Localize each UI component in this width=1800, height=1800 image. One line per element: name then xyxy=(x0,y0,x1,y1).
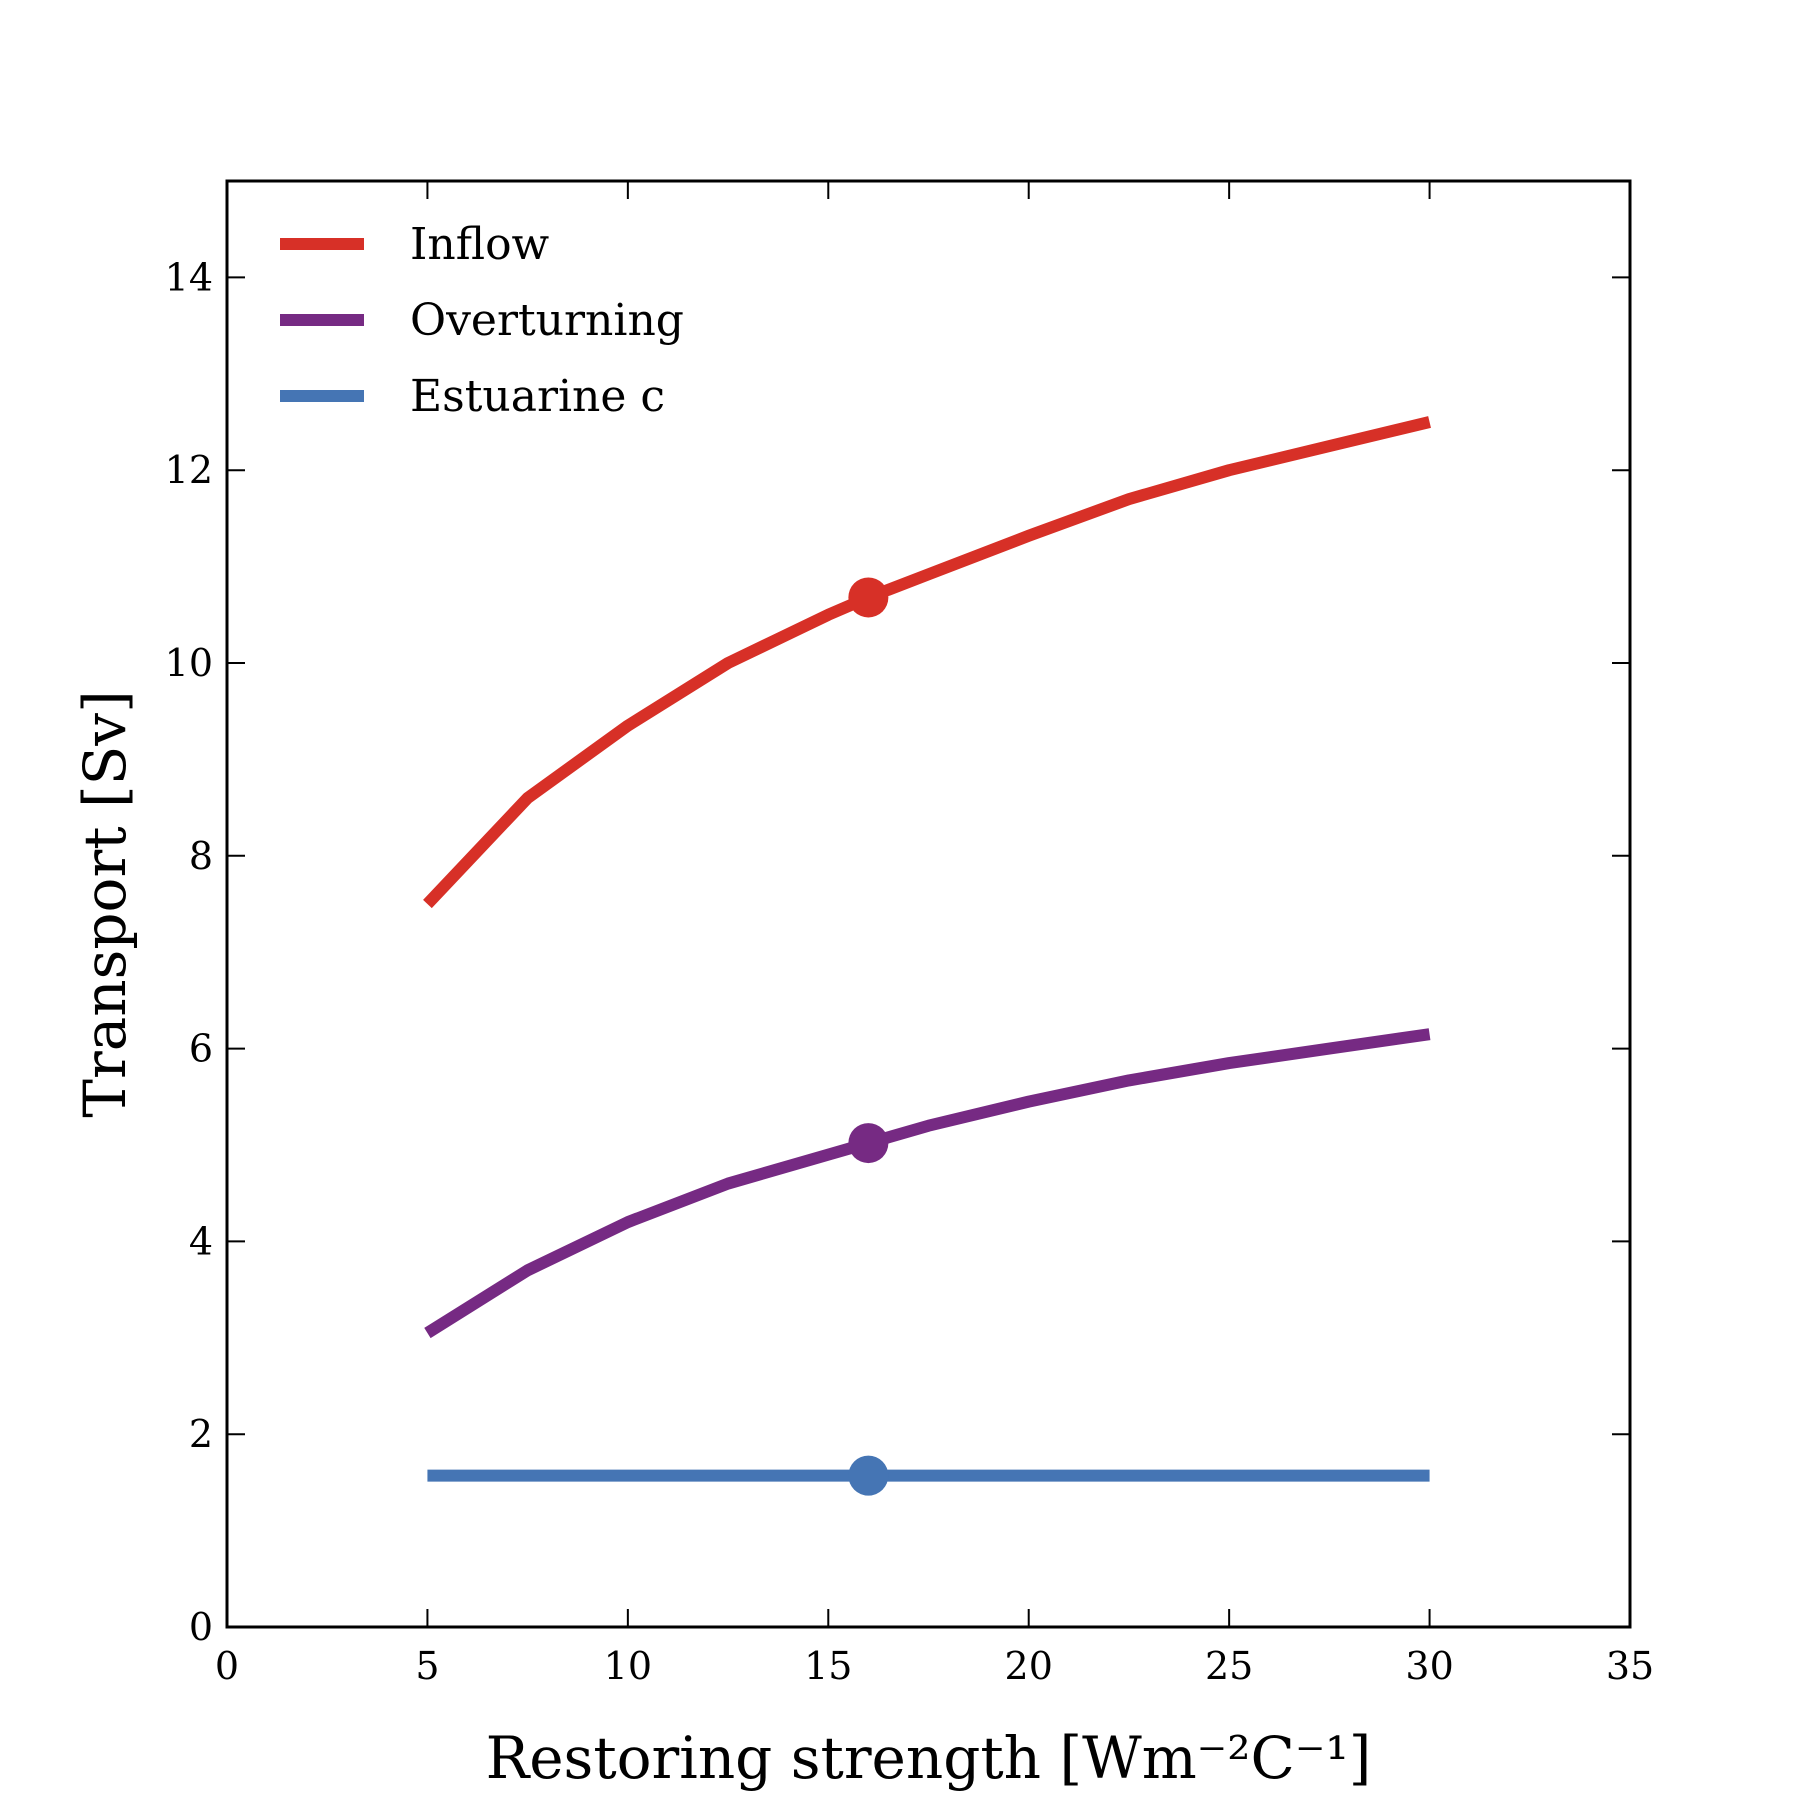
y-tick-label: 10 xyxy=(165,641,213,685)
y-tick-label: 4 xyxy=(189,1219,213,1263)
legend-label-overturning: Overturning xyxy=(410,295,684,346)
plot-area xyxy=(423,416,1431,1496)
legend-label-estuarine-c: Estuarine c xyxy=(410,371,665,422)
y-tick-label: 0 xyxy=(189,1605,213,1649)
series-marker-estuarine-c xyxy=(848,1455,889,1496)
y-tick-label: 14 xyxy=(165,255,213,299)
x-tick-label: 25 xyxy=(1205,1644,1253,1688)
y-axis-title: Transport [Sv] xyxy=(71,690,139,1117)
x-tick-label: 10 xyxy=(604,1644,652,1688)
y-tick-label: 8 xyxy=(189,834,213,878)
x-tick-label: 30 xyxy=(1405,1644,1453,1688)
legend: Inflow Overturning Estuarine c xyxy=(280,219,684,422)
x-tick-label: 35 xyxy=(1606,1644,1654,1688)
axes-frame xyxy=(225,179,1632,1629)
y-tick-label: 2 xyxy=(189,1412,213,1456)
series-marker-overturning xyxy=(848,1123,889,1164)
ticks: 0 5 10 15 20 25 30 35 0 2 4 6 8 10 12 14 xyxy=(165,181,1654,1688)
x-tick-label: 0 xyxy=(215,1644,239,1688)
x-tick-label: 15 xyxy=(804,1644,852,1688)
y-tick-label: 6 xyxy=(189,1027,213,1071)
x-tick-label: 20 xyxy=(1005,1644,1053,1688)
series-line-overturning xyxy=(424,1028,1431,1339)
legend-label-inflow: Inflow xyxy=(410,219,550,270)
x-axis-title: Restoring strength [Wm⁻²C⁻¹] xyxy=(486,1724,1372,1792)
y-tick-label: 12 xyxy=(165,448,213,492)
x-tick-label: 5 xyxy=(415,1644,439,1688)
series-line-inflow xyxy=(423,416,1431,909)
series-marker-inflow xyxy=(848,577,889,618)
